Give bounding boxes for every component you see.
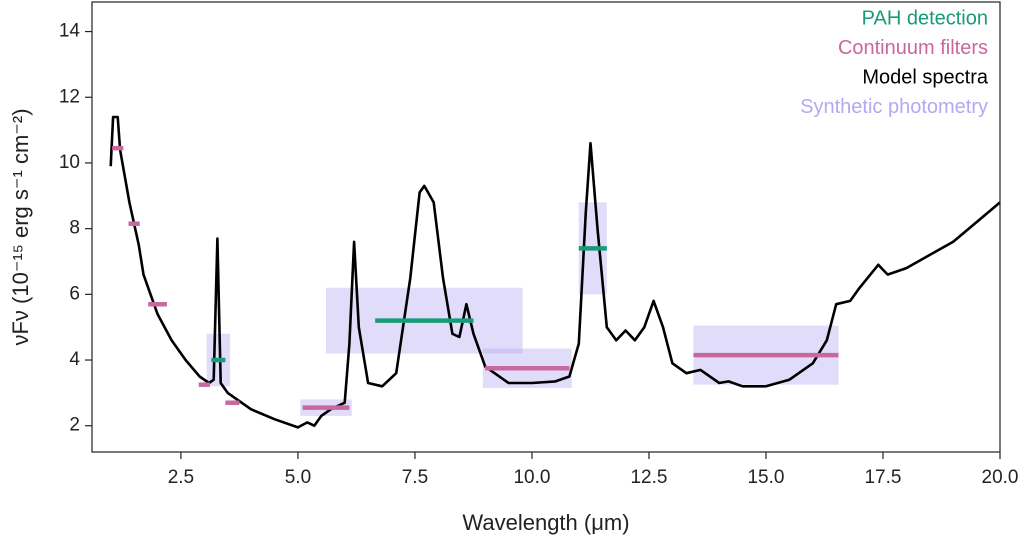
x-tick-label: 20.0 (982, 467, 1019, 488)
y-tick-label: 14 (59, 21, 81, 42)
x-axis-label: Wavelength (μm) (462, 510, 629, 535)
legend-entry: Continuum filters (838, 37, 988, 59)
y-tick-label: 8 (69, 218, 80, 239)
x-tick-label: 2.5 (168, 467, 194, 488)
y-tick-label: 2 (69, 415, 80, 436)
x-tick-label: 5.0 (285, 467, 311, 488)
legend-entry: Model spectra (862, 66, 988, 88)
plot-frame (91, 1, 1001, 453)
model-spectrum (109, 115, 1001, 429)
y-tick-label: 6 (69, 283, 80, 304)
y-tick-label: 12 (59, 86, 80, 107)
x-tick-label: 10.0 (513, 467, 550, 488)
legend-entry: Synthetic photometry (800, 96, 988, 118)
x-tick-label: 15.0 (747, 467, 784, 488)
y-tick-label: 4 (69, 349, 80, 370)
x-tick-label: 12.5 (630, 467, 667, 488)
x-tick-label: 7.5 (402, 467, 428, 488)
y-axis-label: νFν (10⁻¹⁵ erg s⁻¹ cm⁻²) (8, 108, 33, 345)
y-tick-label: 10 (59, 152, 80, 173)
legend-entry: PAH detection (862, 7, 988, 29)
x-tick-label: 17.5 (864, 467, 901, 488)
